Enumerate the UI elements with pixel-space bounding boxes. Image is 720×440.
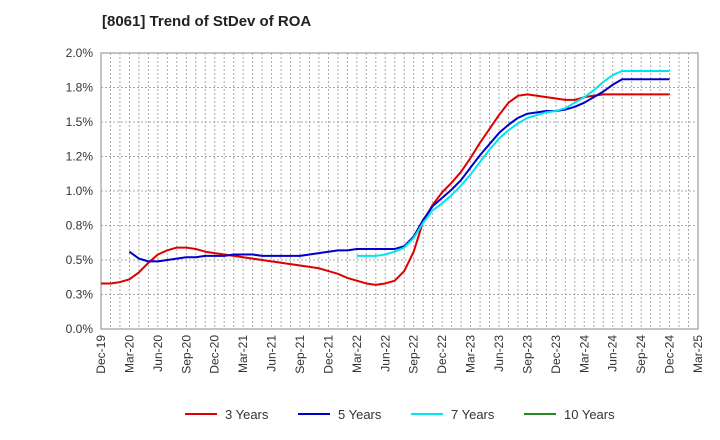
x-tick-label: Sep-20 [179, 335, 193, 374]
x-tick-label: Dec-23 [549, 335, 563, 374]
y-tick-label: 0.3% [66, 288, 94, 302]
series-lines [101, 69, 670, 286]
x-tick-label: Dec-24 [663, 335, 677, 374]
x-tick-label: Mar-23 [464, 335, 478, 373]
x-tick-label: Sep-22 [407, 335, 421, 374]
x-tick-label: Jun-23 [492, 335, 506, 372]
x-tick-label: Jun-24 [606, 335, 620, 372]
legend-label: 3 Years [225, 407, 269, 422]
series-line-7-years [356, 69, 670, 257]
legend-label: 10 Years [564, 407, 615, 422]
y-tick-label: 1.8% [66, 81, 94, 95]
x-axis-ticks: Dec-19 Mar-20 Jun-20 Sep-20 Dec-20 Mar-21 Jun-… [94, 335, 705, 374]
x-tick-label: Mar-24 [577, 335, 591, 373]
x-tick-label: Dec-20 [208, 335, 222, 374]
x-tick-label: Jun-20 [151, 335, 165, 372]
y-axis-ticks: 0.0% 0.3% 0.5% 0.8% 1.0% 1.2% 1.5% 1.8% 2.0% [66, 46, 94, 336]
x-tick-label: Sep-23 [520, 335, 534, 374]
x-tick-label: Dec-21 [321, 335, 335, 374]
chart-title: [8061] Trend of StDev of ROA [102, 13, 311, 30]
x-tick-label: Dec-22 [435, 335, 449, 374]
grid-lines [101, 53, 698, 329]
y-tick-label: 1.0% [66, 184, 94, 198]
x-tick-label: Sep-24 [634, 335, 648, 374]
x-tick-label: Jun-22 [378, 335, 392, 372]
y-tick-label: 1.2% [66, 150, 94, 164]
x-tick-label: Mar-20 [122, 335, 136, 373]
x-tick-label: Jun-21 [265, 335, 279, 372]
legend-label: 5 Years [338, 407, 382, 422]
x-tick-label: Dec-19 [94, 335, 108, 374]
legend: 3 Years 5 Years 7 Years 10 Years [185, 407, 615, 422]
x-tick-label: Mar-22 [350, 335, 364, 373]
series-line-3-years [101, 93, 670, 286]
x-tick-label: Sep-21 [293, 335, 307, 374]
y-tick-label: 2.0% [66, 46, 94, 60]
series-line-5-years [128, 78, 670, 263]
y-tick-label: 0.8% [66, 219, 94, 233]
x-tick-label: Mar-25 [691, 335, 705, 373]
x-tick-label: Mar-21 [236, 335, 250, 373]
y-tick-label: 1.5% [66, 115, 94, 129]
y-tick-label: 0.5% [66, 253, 94, 267]
y-tick-label: 0.0% [66, 322, 94, 336]
legend-label: 7 Years [451, 407, 495, 422]
